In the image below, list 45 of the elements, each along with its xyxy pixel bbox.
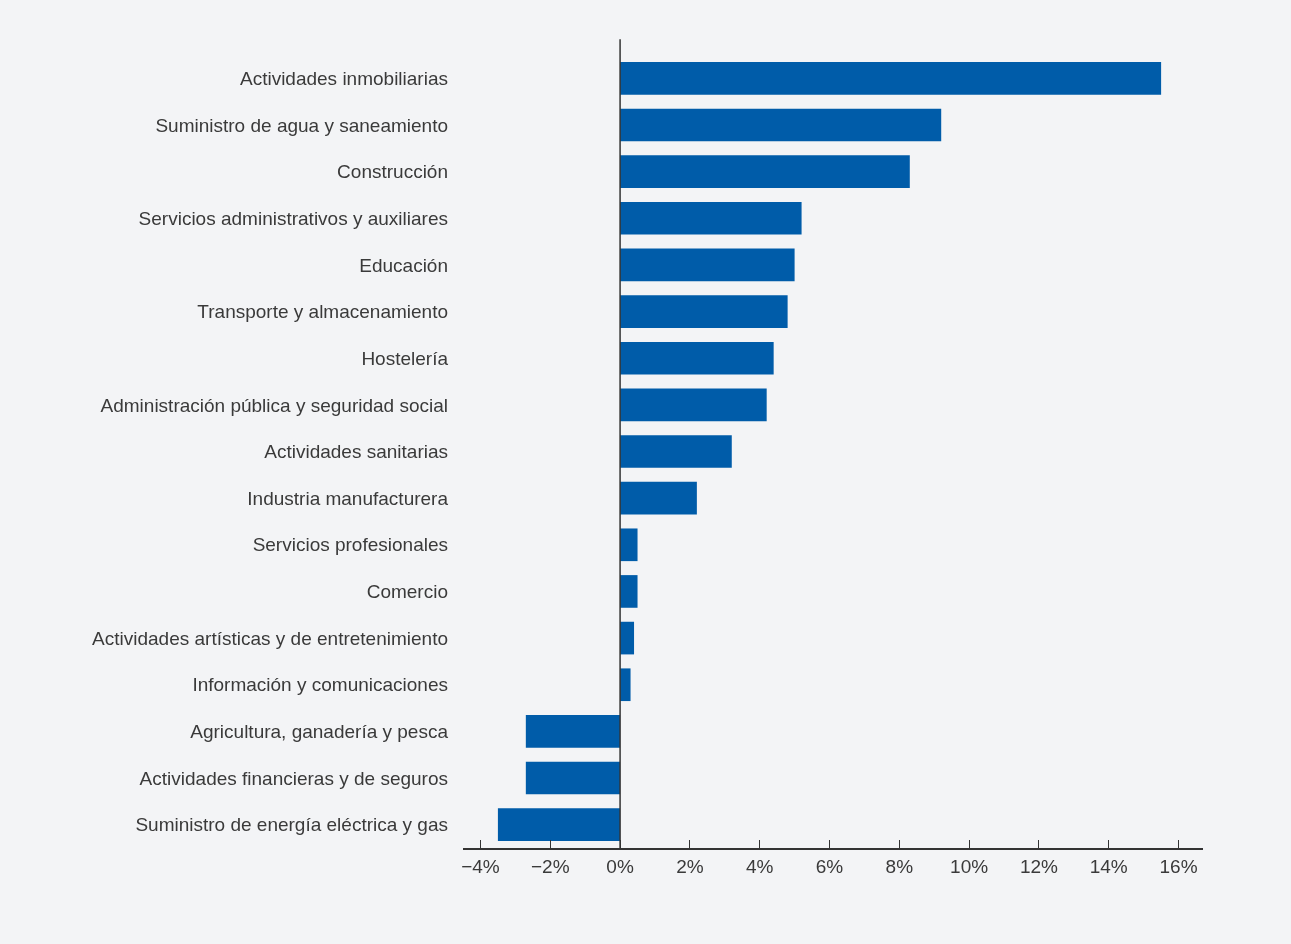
bar	[620, 62, 1162, 95]
y-tick-label: Servicios administrativos y auxiliares	[138, 207, 448, 229]
bar	[620, 481, 697, 515]
x-tick-label: 4%	[745, 855, 774, 877]
bar	[620, 668, 631, 702]
x-tick-label: 6%	[815, 855, 844, 877]
y-tick-label: Suministro de energía eléctrica y gas	[135, 814, 448, 836]
y-tick-label: Suministro de agua y saneamiento	[155, 114, 448, 136]
bar	[620, 575, 638, 608]
bar	[620, 108, 942, 142]
y-tick-label: Construcción	[337, 161, 448, 183]
x-tick-label: 10%	[950, 855, 989, 877]
bar	[620, 155, 910, 188]
y-tick-label: Administración pública y seguridad social	[100, 394, 448, 416]
bar	[620, 341, 774, 375]
y-tick-label: Actividades financieras y de seguros	[139, 767, 448, 789]
y-tick-label: Información y comunicaciones	[192, 674, 448, 696]
bar	[620, 388, 767, 422]
y-tick-label: Actividades sanitarias	[264, 441, 448, 463]
y-tick-label: Actividades inmobiliarias	[239, 67, 448, 89]
bar	[525, 715, 621, 748]
bar	[620, 621, 635, 655]
bar	[620, 435, 732, 468]
x-tick-label: 8%	[885, 855, 914, 877]
x-tick-label: −2%	[530, 855, 570, 877]
y-tick-label: Actividades artísticas y de entretenimiento	[92, 627, 448, 649]
y-tick-label: Servicios profesionales	[252, 534, 448, 556]
bar	[497, 808, 621, 841]
x-tick-label: 12%	[1019, 855, 1059, 877]
x-tick-label: 2%	[676, 855, 704, 877]
x-tick-label: −4%	[461, 855, 500, 877]
bar	[620, 528, 638, 562]
y-tick-label: Hostelería	[361, 347, 449, 369]
x-tick-label: 16%	[1159, 855, 1198, 877]
x-tick-label: 14%	[1089, 855, 1128, 877]
y-tick-label: Agricultura, ganadería y pesca	[190, 721, 449, 743]
y-tick-label: Comercio	[366, 581, 448, 603]
y-tick-label: Educación	[359, 254, 448, 276]
bar	[620, 248, 795, 282]
x-tick-label: 0%	[606, 855, 634, 877]
y-tick-label: Transporte y almacenamiento	[197, 301, 448, 323]
bar	[525, 761, 621, 795]
bar	[620, 295, 788, 328]
y-tick-label: Industria manufacturera	[247, 487, 449, 509]
bar	[620, 201, 802, 235]
